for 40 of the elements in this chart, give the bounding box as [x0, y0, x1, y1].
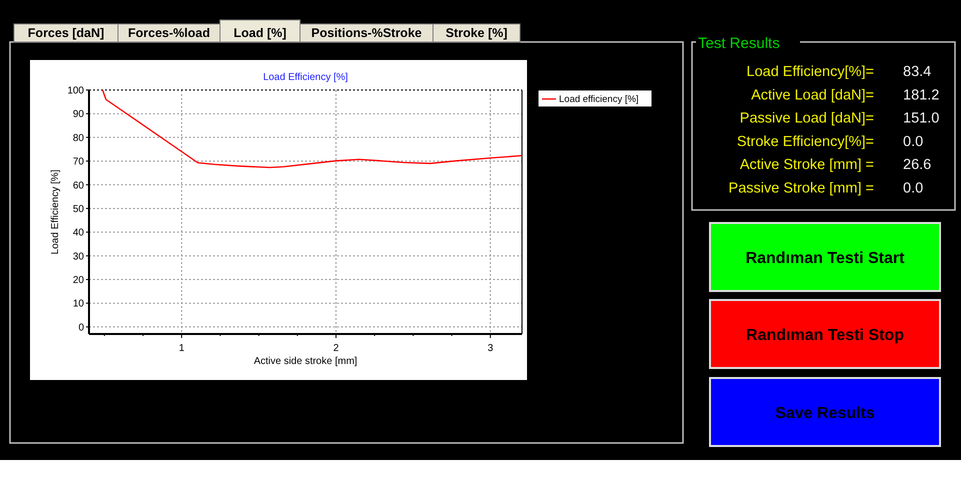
- category-label: Load Efficiency[%]=: [746, 64, 874, 80]
- y-tick-label: 0: [78, 322, 84, 334]
- text: Forces [daN]: [28, 26, 104, 40]
- line-series: [102, 89, 523, 168]
- text: Stroke [%]: [446, 26, 508, 40]
- x-tick-label: 3: [488, 343, 494, 354]
- y-tick-label: 100: [67, 86, 84, 96]
- category-label: Passive Load [daN]=: [740, 110, 874, 127]
- button: Randıman Testi Start: [709, 222, 941, 292]
- text: 83.4: [903, 64, 932, 80]
- y-tick-label: 70: [72, 156, 84, 168]
- y-tick-label: 60: [72, 180, 84, 192]
- chart-title: Load Efficiency [%]: [263, 72, 348, 83]
- legend-label: Load efficiency [%]: [559, 94, 639, 105]
- text: 181.2: [903, 87, 940, 104]
- x-tick-label: 1: [178, 343, 185, 354]
- text: 151.0: [903, 110, 940, 127]
- text: Positions-%Stroke: [311, 26, 422, 40]
- button: Randıman Testi Stop: [709, 299, 941, 369]
- y-axis-title: Load Efficiency [%]: [50, 169, 61, 254]
- y-tick-label: 80: [72, 132, 84, 144]
- x-tick-label: 2: [333, 343, 340, 354]
- category-label: Passive Stroke [mm] =: [728, 180, 874, 196]
- text: 0.0: [903, 180, 924, 196]
- text: 26.6: [903, 157, 932, 174]
- y-tick-label: 50: [72, 204, 84, 215]
- y-tick-label: 20: [72, 275, 84, 286]
- y-tick-label: 40: [72, 228, 84, 239]
- button: Save Results: [709, 377, 941, 447]
- x-axis-title: Active side stroke [mm]: [254, 356, 358, 367]
- category-label: Stroke Efficiency[%]=: [736, 134, 874, 150]
- y-tick-label: 10: [72, 298, 84, 310]
- text: Load [%]: [234, 26, 286, 40]
- text: Test Results: [698, 35, 780, 52]
- category-label: Active Load [daN]=: [751, 87, 874, 104]
- text: Forces-%load: [128, 26, 210, 40]
- text: 0.0: [903, 134, 924, 150]
- category-label: Active Stroke [mm] =: [740, 157, 874, 174]
- y-tick-label: 90: [72, 109, 84, 120]
- y-tick-label: 30: [72, 251, 84, 262]
